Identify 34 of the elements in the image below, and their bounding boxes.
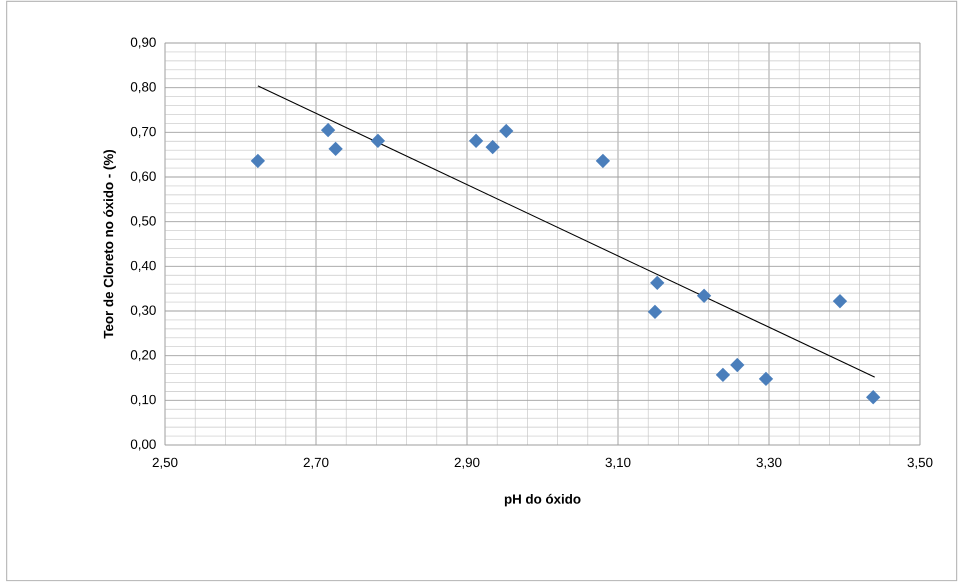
point <box>596 154 610 168</box>
y-tick-label: 0,30 <box>130 305 156 317</box>
point <box>321 123 336 138</box>
point <box>716 368 730 382</box>
y-axis-title: Teor de Cloreto no óxido - (%) <box>103 150 116 339</box>
point <box>486 140 500 154</box>
x-tick-label: 2,50 <box>152 458 178 469</box>
y-tick-label: 0,40 <box>130 260 156 272</box>
x-tick-label: 3,10 <box>606 458 630 469</box>
x-tick-label: 2,90 <box>454 458 480 469</box>
point <box>697 288 712 303</box>
point <box>758 372 774 386</box>
y-tick-label: 0,80 <box>130 82 156 94</box>
point <box>866 390 880 404</box>
x-tick-label: 3,30 <box>756 458 782 469</box>
point <box>370 134 385 148</box>
x-tick-label: 3,50 <box>908 458 932 469</box>
point <box>469 134 484 148</box>
point <box>250 154 265 168</box>
y-tick-label: 0,70 <box>130 126 156 138</box>
point <box>730 358 744 372</box>
point <box>648 304 662 319</box>
y-tick-label: 0,20 <box>130 350 156 362</box>
point <box>832 294 848 308</box>
y-tick-label: 0,60 <box>130 171 156 183</box>
x-axis-title: pH do óxido <box>504 494 580 506</box>
point <box>650 276 664 290</box>
y-tick-label: 0,50 <box>130 216 156 228</box>
point <box>328 142 343 156</box>
y-tick-label: 0,00 <box>130 439 156 451</box>
point <box>499 124 514 138</box>
x-tick-label: 2,70 <box>304 458 328 469</box>
y-tick-label: 0,10 <box>130 394 156 406</box>
y-tick-label: 0,90 <box>130 38 156 49</box>
